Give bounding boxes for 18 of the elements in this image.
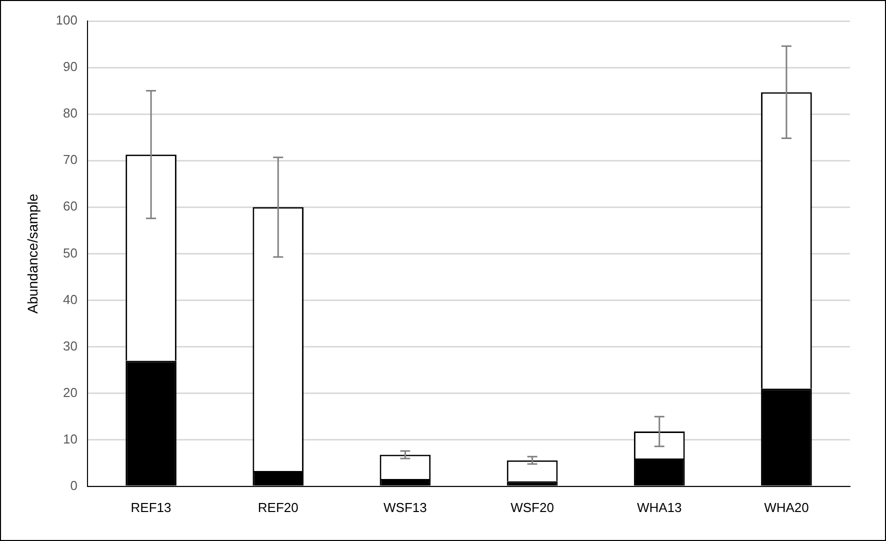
y-tick-label: 50: [63, 245, 78, 260]
y-tick-label: 70: [63, 152, 78, 168]
x-tick-label: REF13: [130, 500, 172, 515]
y-tick-label: 10: [63, 431, 78, 446]
y-axis-title: Abundance/sample: [24, 194, 40, 314]
y-tick-label: 0: [70, 478, 78, 493]
y-tick-label: 30: [63, 338, 78, 354]
y-tick-label: 90: [63, 59, 78, 74]
y-tick-label: 20: [63, 384, 78, 400]
x-tick-label: WSF20: [510, 500, 554, 515]
x-tick-label: REF20: [258, 500, 298, 515]
x-tick-label: WSF13: [384, 500, 427, 515]
y-tick-label: 60: [63, 198, 78, 214]
x-tick-label: WHA20: [764, 500, 809, 515]
y-tick-label: 40: [63, 292, 78, 307]
y-tick-label: 100: [56, 12, 78, 28]
y-tick-label: 80: [63, 106, 78, 121]
x-tick-label: WHA13: [636, 500, 682, 515]
